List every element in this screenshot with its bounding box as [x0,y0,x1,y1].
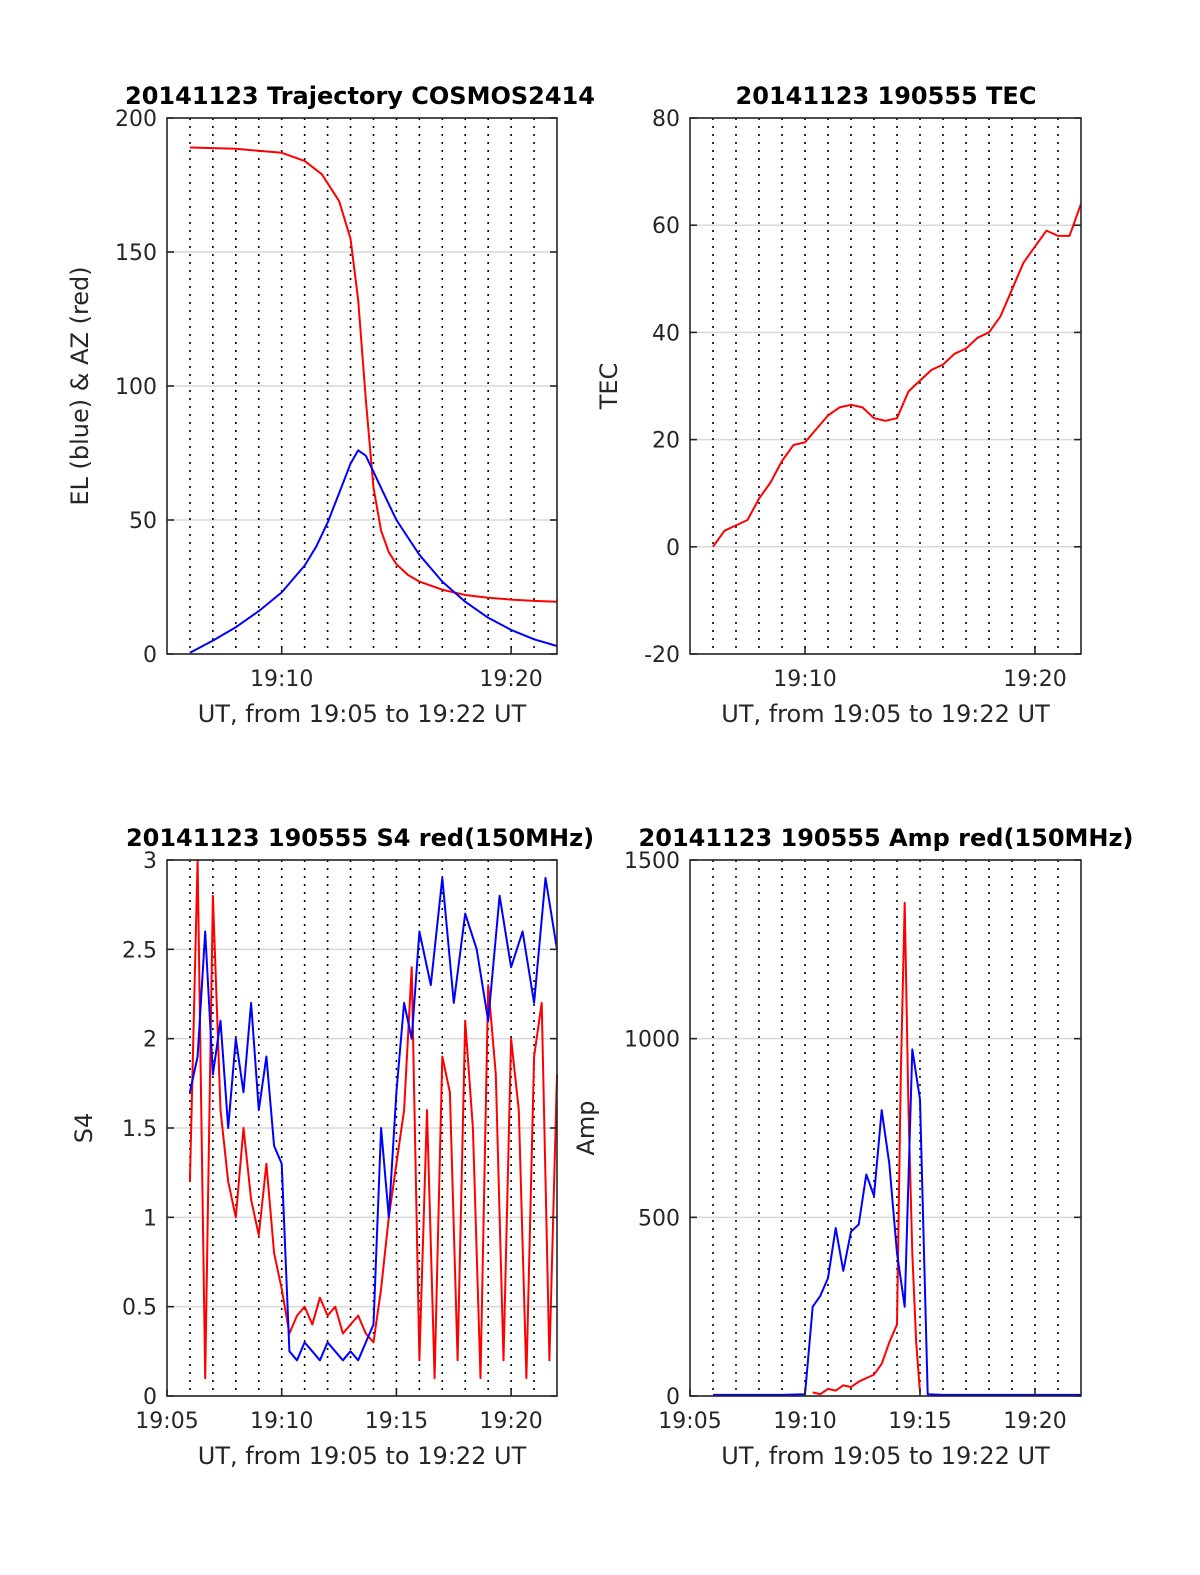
y-tick-label: 2 [143,1028,157,1053]
x-tick-label: 19:10 [250,667,313,692]
x-tick-label: 19:20 [479,1409,542,1434]
panel-s4: 0 0.5 1 1.5 2 2.5 3 19:05 19:10 19:15 19:20 2014112… [70,824,594,1470]
y-tick-label: 60 [652,214,680,239]
y-axis-label: S4 [70,1113,98,1144]
x-tick-label: 19:10 [250,1409,313,1434]
x-tick-label: 19:10 [773,667,836,692]
x-tick-label: 19:20 [479,667,542,692]
y-tick-label: 0 [143,643,157,668]
y-axis-label: Amp [572,1100,600,1155]
y-axis-label: EL (blue) & AZ (red) [66,266,94,505]
y-tick-label: 3 [143,849,157,874]
chart-title: 20141123 190555 TEC [736,82,1037,110]
x-axis-label: UT, from 19:05 to 19:22 UT [198,1442,527,1470]
y-tick-label: 0 [666,1385,680,1410]
y-tick-label: 200 [115,107,157,132]
y-tick-label: 500 [638,1206,680,1231]
series-line-red [712,203,1082,548]
series-line-blue [189,449,558,654]
chart-title: 20141123 190555 S4 red(150MHz) [126,824,594,852]
panel-amp: 0 500 1000 1500 19:05 19:10 19:15 19:20 20141123… [572,824,1133,1470]
x-axis-label: UT, from 19:05 to 19:22 UT [198,700,527,728]
y-tick-label: 0 [143,1385,157,1410]
x-tick-label: 19:05 [135,1409,198,1434]
y-tick-label: 150 [115,241,157,266]
x-tick-label: 19:20 [1003,667,1066,692]
chart-title: 20141123 Trajectory COSMOS2414 [125,82,595,110]
y-tick-label: 2.5 [122,938,157,963]
y-tick-label: 100 [115,375,157,400]
panel-trajectory: 0 50 100 150 200 19:10 19:20 20141123 Trajector… [66,82,595,728]
x-tick-label: 19:20 [1003,1409,1066,1434]
series-line-blue [188,876,558,1362]
y-tick-label: 0 [666,536,680,561]
y-tick-label: 1.5 [122,1117,157,1142]
y-tick-label: 20 [652,429,680,454]
x-axis-label: UT, from 19:05 to 19:22 UT [721,1442,1050,1470]
series-line-red [188,859,558,1380]
y-tick-label: 1 [143,1206,157,1231]
panel-tec: -20 0 20 40 60 80 19:10 19:20 20141123 190555 TE… [595,82,1082,728]
x-axis-label: UT, from 19:05 to 19:22 UT [721,700,1050,728]
x-tick-label: 19:15 [888,1409,951,1434]
y-tick-label: 1000 [624,1028,680,1053]
x-tick-label: 19:10 [773,1409,836,1434]
y-tick-label: 50 [129,509,157,534]
y-tick-label: -20 [644,643,680,668]
y-tick-label: 1500 [624,849,680,874]
series-line-red [189,146,558,603]
y-tick-label: 40 [652,321,680,346]
axes-box [689,859,1082,1397]
chart-title: 20141123 190555 Amp red(150MHz) [639,824,1134,852]
x-tick-label: 19:05 [658,1409,721,1434]
y-tick-label: 80 [652,107,680,132]
x-tick-label: 19:15 [365,1409,428,1434]
y-tick-label: 0.5 [122,1296,157,1321]
axes-box [689,117,1082,655]
y-axis-label: TEC [595,363,623,411]
series-line-blue [713,1048,1081,1396]
